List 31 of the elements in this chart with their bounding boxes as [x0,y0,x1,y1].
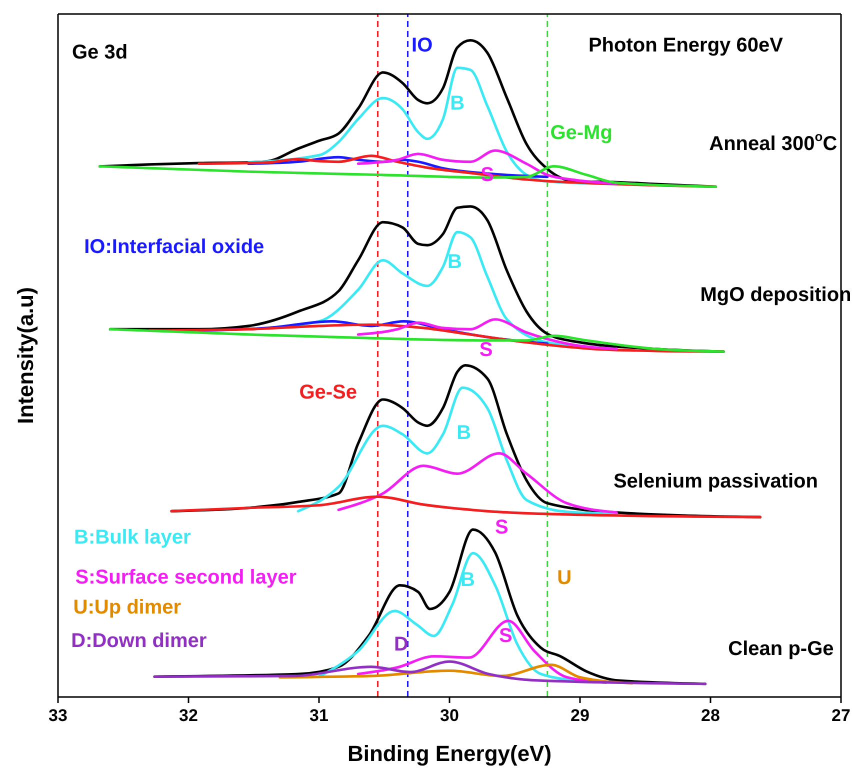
annotation: Photon Energy 60eV [588,34,784,57]
annotation: IO [412,34,433,57]
annotation: Selenium passivation [613,470,818,493]
annotation: Ge-Se [299,381,358,404]
annotation: Anneal 300$^{o}$C [709,129,838,156]
x-tick-label: 32 [179,706,198,726]
annotation: Ge 3d [72,42,128,64]
x-tick-label: 30 [440,706,459,726]
annotation: S [498,624,512,647]
annotation: S [480,164,494,186]
annotation: U [557,567,572,590]
annotation: U:Up dimer [73,596,182,619]
x-tick-label: 27 [832,706,850,726]
annotation: S [495,516,508,539]
x-tick-label: 31 [310,706,328,726]
y-axis-title: Intensity(a.u) [12,287,38,424]
annotation: S:Surface second layer [75,566,297,588]
annotation: Clean p-Ge [728,638,834,660]
annotation: B:Bulk layer [74,526,191,548]
annotation: B [447,251,462,274]
x-tick-label: 33 [48,706,68,726]
annotation: D [394,633,408,656]
annotation: B [456,422,472,444]
annotation: Ge-Mg [550,122,612,144]
annotation: S [479,339,493,362]
annotation: B [450,92,465,114]
x-axis-title: Binding Energy(eV) [347,741,552,766]
x-tick-label: 28 [701,706,720,726]
x-tick-label: 29 [570,706,590,726]
annotation: D:Down dimer [71,630,207,652]
annotation: IO:Interfacial oxide [84,236,264,258]
